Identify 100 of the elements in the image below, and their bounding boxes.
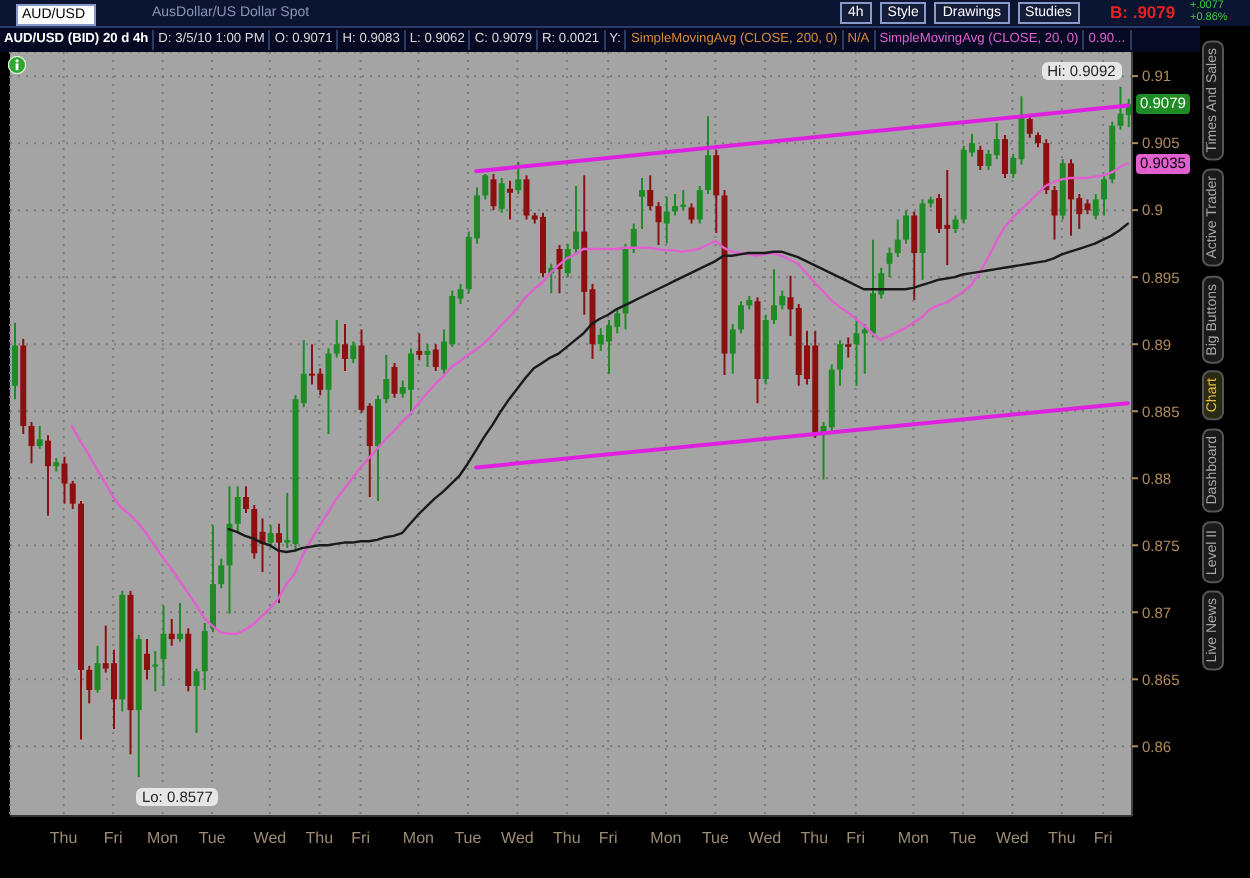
candlestick: [234, 485, 241, 533]
candlestick: [1092, 193, 1099, 221]
candlestick: [1051, 185, 1058, 241]
candlestick: [408, 347, 414, 417]
candlestick: [226, 485, 233, 615]
candlestick: [936, 193, 942, 234]
candlestick: [713, 148, 720, 234]
candlestick: [738, 300, 744, 335]
candlestick: [944, 168, 951, 267]
text: B: .9079: [1110, 2, 1176, 24]
candlestick: [168, 617, 175, 647]
candlestick: [911, 210, 918, 301]
x-tick-label: Fri: [351, 829, 371, 848]
x-tick-label: Thu: [553, 829, 581, 848]
candlestick: [94, 644, 101, 694]
candlestick: [424, 343, 431, 368]
candlestick: [201, 621, 208, 692]
candlestick: [696, 185, 703, 225]
candlestick: [160, 604, 167, 687]
x-tick-label: Fri: [103, 829, 123, 848]
x-tick-label: Wed: [748, 829, 782, 848]
candlestick: [688, 202, 695, 225]
candlestick: [853, 319, 860, 387]
candlestick: [309, 343, 315, 386]
candlestick: [111, 648, 117, 730]
candlestick: [523, 174, 530, 221]
candlestick: [243, 485, 249, 515]
x-tick-label: Mon: [147, 829, 179, 848]
candlestick: [342, 323, 348, 372]
candlestick: [12, 321, 18, 401]
candlestick: [218, 557, 225, 590]
x-tick-label: Thu: [49, 829, 78, 848]
candlestick: [1026, 114, 1033, 139]
x-tick-label: Wed: [501, 829, 534, 848]
candlestick: [614, 307, 621, 335]
candlestick: [193, 667, 200, 734]
candlestick: [144, 638, 150, 681]
candlestick: [69, 479, 76, 511]
x-tick-label: Thu: [305, 829, 334, 848]
candlestick: [639, 176, 645, 230]
candlestick: [886, 246, 893, 279]
x-tick-label: Tue: [949, 829, 978, 848]
candlestick: [894, 218, 901, 259]
candlestick: [672, 193, 678, 217]
x-tick-label: Thu: [800, 829, 829, 848]
candlestick: [1018, 95, 1025, 166]
candlestick: [729, 323, 736, 375]
candlestick: [210, 524, 216, 634]
candlestick: [177, 601, 183, 643]
candlestick: [771, 268, 777, 326]
candlestick: [647, 174, 654, 212]
candlestick: [573, 185, 579, 255]
candlestick: [317, 367, 324, 397]
candlestick: [1068, 158, 1074, 237]
x-tick-label: Wed: [253, 829, 287, 848]
candlestick: [383, 353, 390, 405]
candlestick: [507, 179, 513, 221]
candlestick: [28, 420, 35, 465]
x-tick-label: Tue: [198, 829, 227, 848]
candlestick: [1043, 138, 1050, 196]
candlestick: [663, 195, 670, 245]
candlestick: [152, 650, 159, 693]
candlestick: [1101, 174, 1107, 217]
candlestick: [837, 339, 843, 387]
candlestick: [680, 189, 687, 212]
candlestick: [391, 361, 398, 399]
candlestick: [251, 504, 258, 560]
candlestick: [36, 424, 43, 450]
x-tick-label: Fri: [598, 829, 618, 848]
x-tick-label: Mon: [897, 829, 929, 848]
x-tick-label: Tue: [454, 829, 483, 848]
x-tick-label: Mon: [650, 829, 682, 848]
candlestick: [432, 343, 439, 372]
candlestick: [375, 394, 381, 503]
candlestick: [903, 209, 909, 245]
candlestick: [1002, 134, 1008, 179]
candlestick: [61, 455, 68, 505]
x-tick-label: Fri: [846, 829, 866, 848]
candlestick: [482, 172, 489, 201]
candlestick: [45, 434, 51, 517]
candlestick: [325, 347, 332, 435]
x-tick-label: Tue: [701, 829, 730, 848]
candlestick: [845, 336, 852, 359]
candlestick: [655, 201, 662, 247]
x-tick-label: Mon: [402, 829, 434, 848]
candlestick: [597, 327, 604, 352]
candlestick: [498, 176, 505, 214]
candlestick: [870, 238, 876, 339]
candlestick: [267, 524, 274, 549]
candlestick: [490, 172, 497, 212]
candlestick: [779, 289, 786, 311]
candlestick: [993, 122, 1000, 161]
candlestick: [86, 664, 93, 705]
candlestick: [606, 319, 612, 375]
x-tick-label: Thu: [1048, 829, 1076, 848]
candlestick: [350, 340, 357, 364]
candlestick: [705, 115, 711, 196]
candlestick: [515, 160, 522, 196]
candlestick: [333, 319, 340, 359]
x-tick-label: Wed: [996, 829, 1029, 848]
